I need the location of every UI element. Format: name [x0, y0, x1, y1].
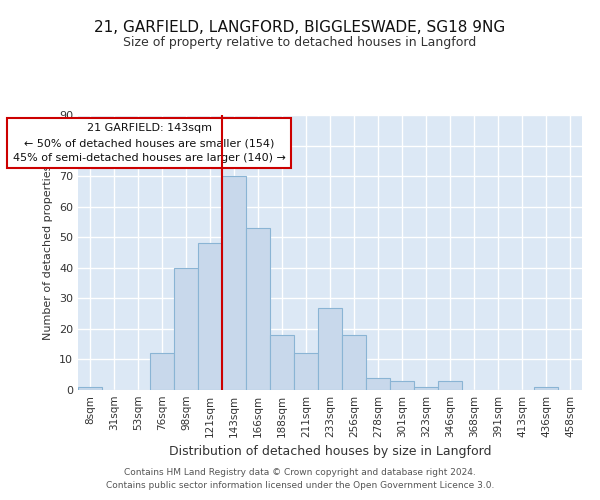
Bar	[438, 381, 462, 390]
X-axis label: Distribution of detached houses by size in Langford: Distribution of detached houses by size …	[169, 446, 491, 458]
Bar	[294, 354, 318, 390]
Bar	[198, 244, 222, 390]
Bar	[390, 381, 414, 390]
Text: 21 GARFIELD: 143sqm
← 50% of detached houses are smaller (154)
45% of semi-detac: 21 GARFIELD: 143sqm ← 50% of detached ho…	[13, 123, 286, 163]
Bar	[318, 308, 342, 390]
Text: Contains HM Land Registry data © Crown copyright and database right 2024.: Contains HM Land Registry data © Crown c…	[124, 468, 476, 477]
Bar	[366, 378, 390, 390]
Bar	[270, 335, 294, 390]
Bar	[414, 387, 438, 390]
Bar	[246, 228, 270, 390]
Text: Size of property relative to detached houses in Langford: Size of property relative to detached ho…	[124, 36, 476, 49]
Text: Contains public sector information licensed under the Open Government Licence 3.: Contains public sector information licen…	[106, 482, 494, 490]
Text: 21, GARFIELD, LANGFORD, BIGGLESWADE, SG18 9NG: 21, GARFIELD, LANGFORD, BIGGLESWADE, SG1…	[94, 20, 506, 35]
Bar	[342, 335, 366, 390]
Bar	[174, 268, 198, 390]
Bar	[78, 387, 102, 390]
Bar	[150, 354, 174, 390]
Y-axis label: Number of detached properties: Number of detached properties	[43, 165, 53, 340]
Bar	[534, 387, 558, 390]
Bar	[222, 176, 246, 390]
